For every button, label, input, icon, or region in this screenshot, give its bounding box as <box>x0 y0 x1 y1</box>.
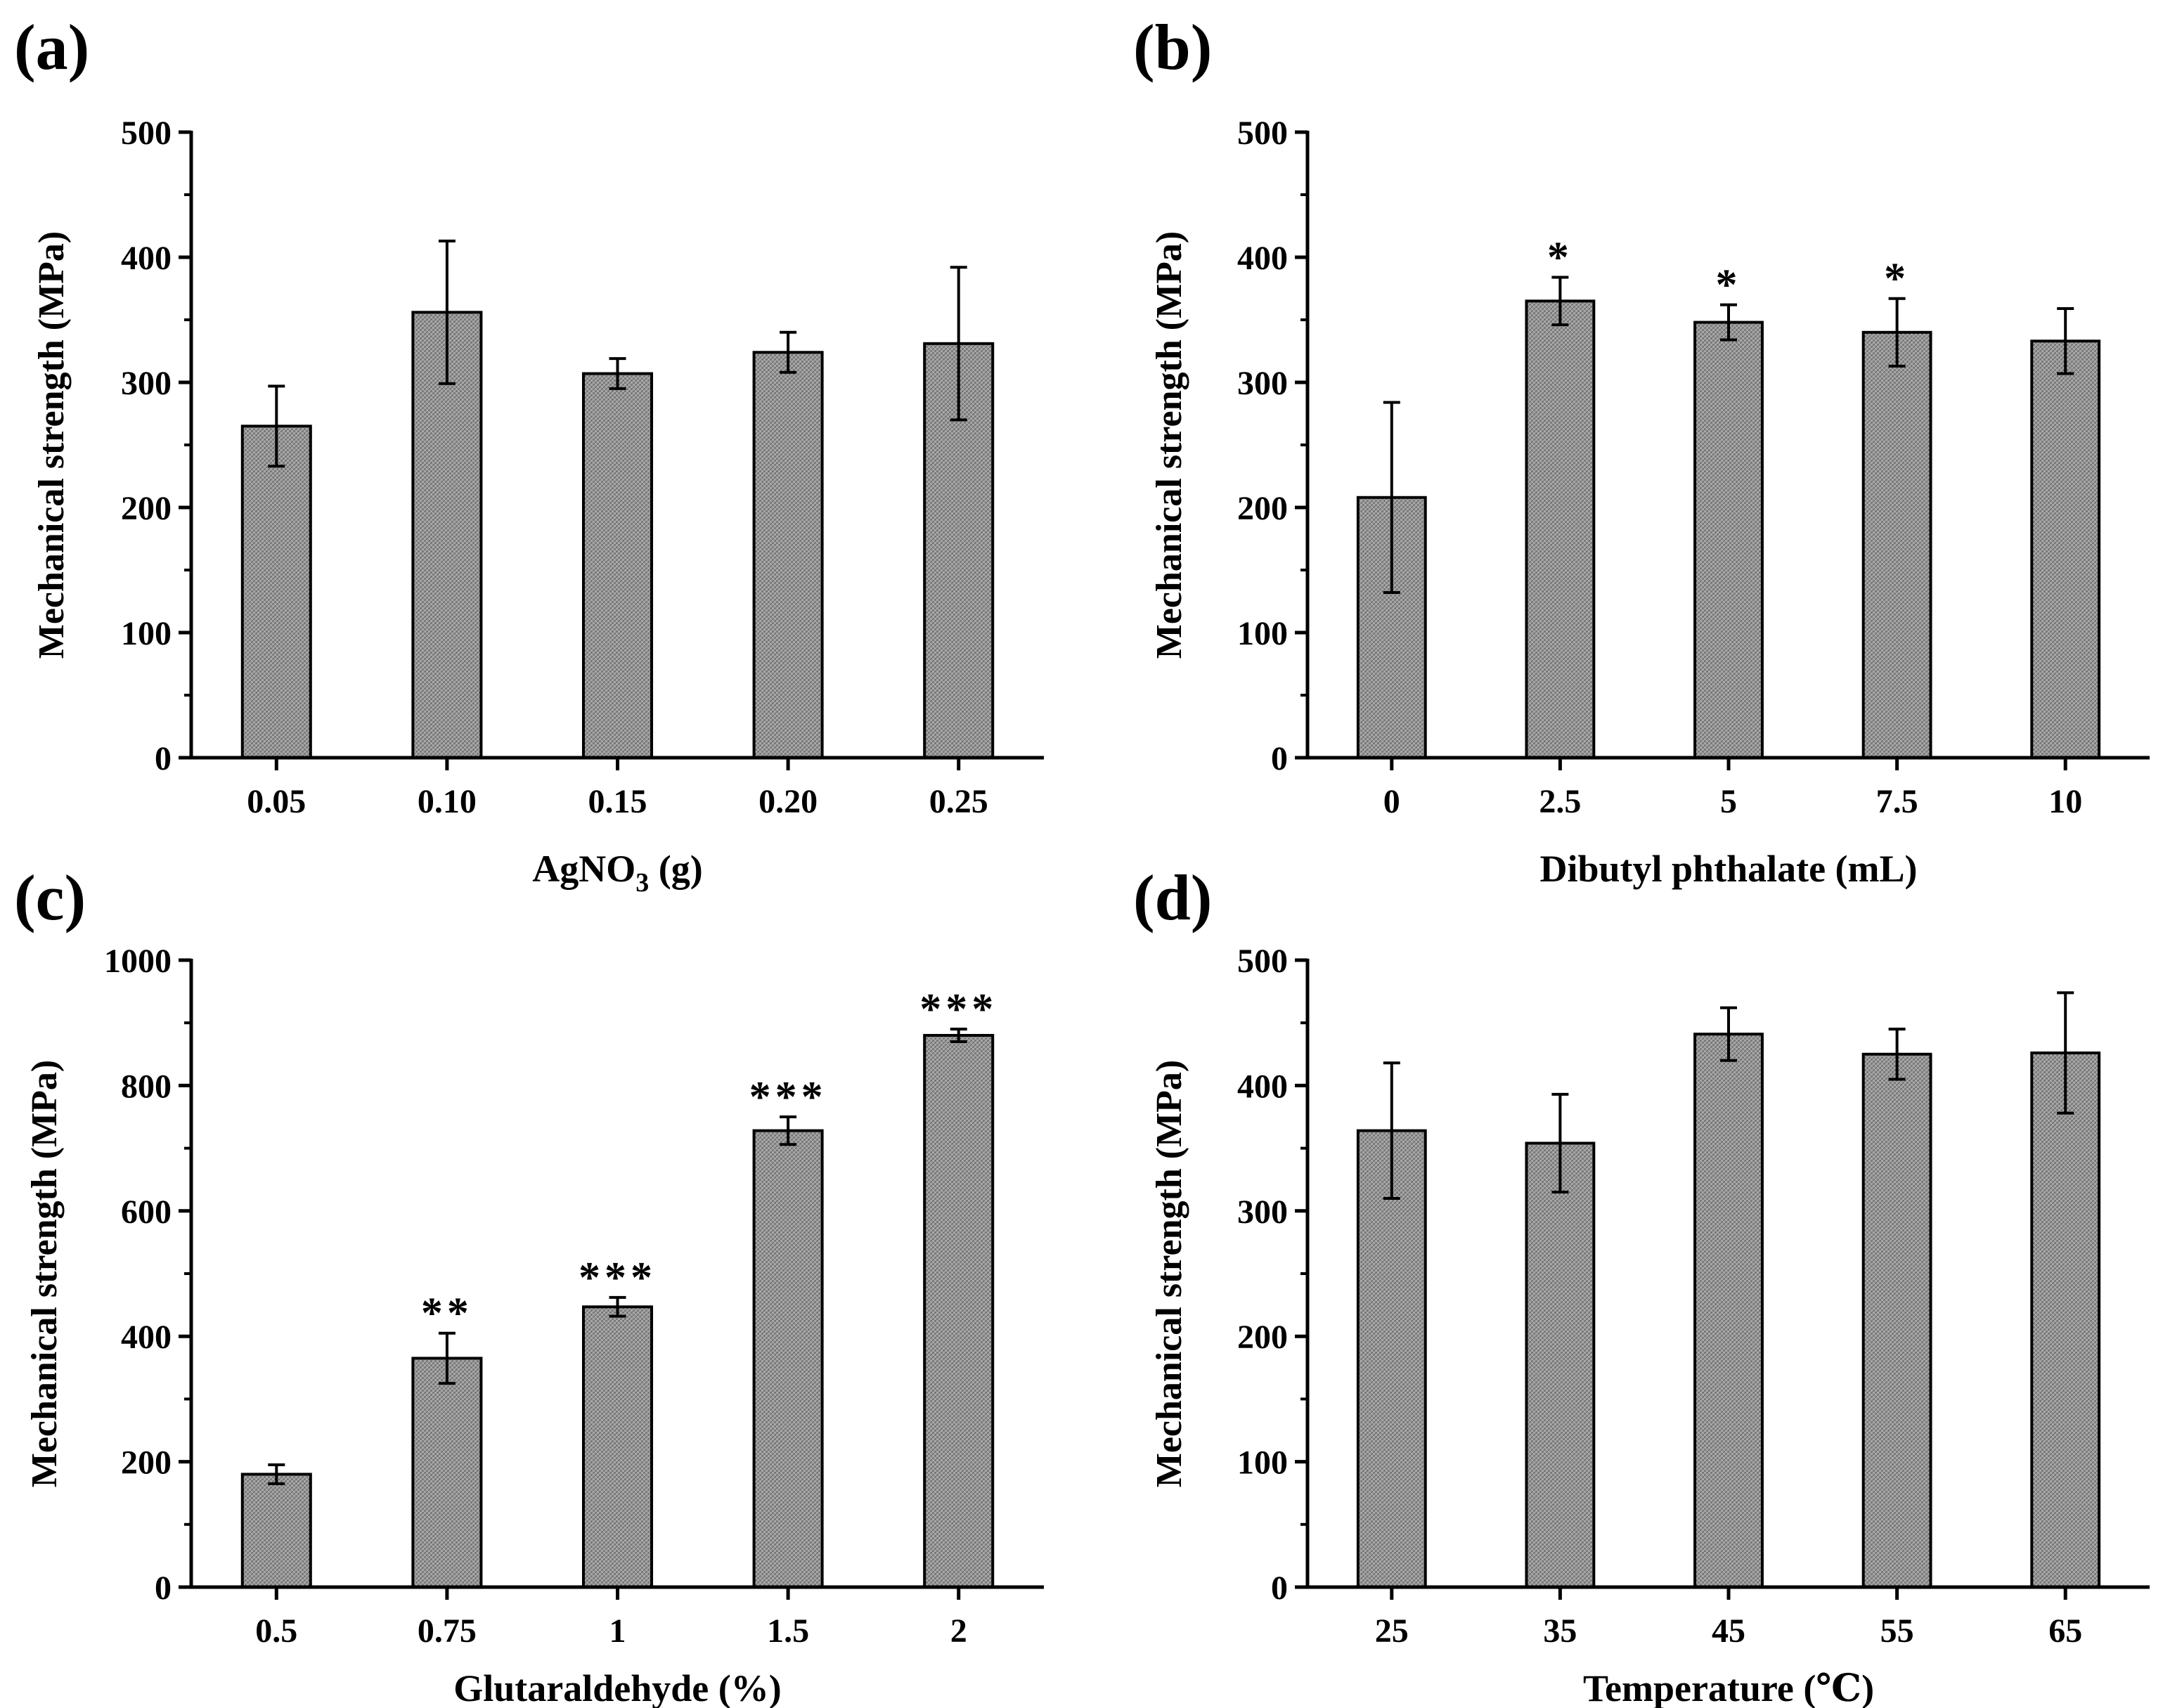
y-tick-label: 400 <box>1237 240 1288 277</box>
y-axis-title: Mechanical strength (MPa) <box>1149 1060 1189 1487</box>
chart-panel-d: (d) 0 100 200 300 400 500 25 35 45 55 65 Mechanical … <box>1133 862 2150 1708</box>
y-tick-label: 0 <box>155 740 172 777</box>
y-tick-label: 1000 <box>104 943 172 980</box>
x-tick-label: 65 <box>2048 1612 2082 1650</box>
significance-marker: *** <box>579 1254 657 1302</box>
y-tick-label: 400 <box>121 240 172 277</box>
x-axis-title-main: Temperature (℃) <box>1583 1667 1874 1708</box>
bar <box>1356 1129 1427 1589</box>
bar <box>581 372 654 759</box>
x-tick-label: 35 <box>1543 1612 1577 1650</box>
y-tick-label: 0 <box>1271 1570 1288 1607</box>
y-tick-label: 100 <box>1237 1444 1288 1482</box>
y-tick-label: 400 <box>1237 1068 1288 1105</box>
chart-panel-a: (a) 0 100 200 300 400 500 0.05 0.10 0.15 0.20 0.25 M… <box>14 11 1044 898</box>
y-tick-label: 200 <box>1237 490 1288 527</box>
x-axis-title: AgNO3 (g) <box>532 848 702 898</box>
y-tick-label: 0 <box>155 1570 172 1607</box>
x-tick-label: 10 <box>2048 783 2082 820</box>
y-axis-title: Mechanical strength (MPa) <box>32 231 72 659</box>
x-tick-label: 2.5 <box>1539 783 1581 820</box>
significance-marker: *** <box>749 1073 827 1121</box>
x-axis-title: Dibutyl phthalate (mL) <box>1539 848 1917 890</box>
panel-label: (d) <box>1133 862 1212 933</box>
y-tick-label: 300 <box>1237 1193 1288 1231</box>
y-tick-label: 300 <box>1237 365 1288 402</box>
significance-marker: * <box>1884 255 1910 303</box>
x-tick-label: 1 <box>609 1612 626 1650</box>
x-axis-title-main: AgNO <box>532 848 635 890</box>
x-axis-title: Glutaraldehyde (%) <box>453 1667 782 1708</box>
y-tick-label: 0 <box>1271 740 1288 777</box>
significance-marker: ** <box>421 1290 473 1338</box>
bar <box>2030 339 2101 759</box>
y-axis-title: Mechanical strength (MPa) <box>25 1060 65 1487</box>
x-axis-title: Temperature (℃) <box>1583 1667 1874 1708</box>
panel-label: (a) <box>14 11 89 83</box>
bar <box>581 1305 654 1589</box>
bar <box>1861 330 1932 759</box>
x-tick-label: 0.10 <box>418 783 477 820</box>
y-tick-label: 200 <box>1237 1319 1288 1356</box>
significance-marker: *** <box>919 985 997 1033</box>
y-tick-label: 200 <box>121 1444 172 1482</box>
x-tick-label: 0.15 <box>588 783 647 820</box>
bar <box>2030 1052 2101 1589</box>
bar <box>752 1129 824 1589</box>
y-tick-label: 100 <box>1237 615 1288 652</box>
x-tick-label: 0.25 <box>929 783 988 820</box>
y-tick-label: 500 <box>1237 943 1288 980</box>
x-tick-label: 0.5 <box>255 1612 297 1650</box>
x-tick-label: 25 <box>1375 1612 1409 1650</box>
bar <box>1693 321 1764 759</box>
x-axis-title-unit: (g) <box>649 848 702 890</box>
chart-panel-b: (b) * * * 0 100 200 300 400 500 0 2.5 5 7.5 10 Mechanic… <box>1133 11 2150 890</box>
bar <box>1693 1033 1764 1589</box>
x-tick-label: 0.75 <box>418 1612 477 1650</box>
x-tick-label: 1.5 <box>767 1612 809 1650</box>
bar <box>240 1473 312 1589</box>
significance-marker: * <box>1547 233 1573 281</box>
x-tick-label: 0.05 <box>247 783 306 820</box>
bar <box>1525 1141 1596 1589</box>
x-tick-label: 2 <box>950 1612 967 1650</box>
y-tick-label: 100 <box>121 615 172 652</box>
y-tick-label: 500 <box>121 115 172 152</box>
x-tick-label: 5 <box>1720 783 1737 820</box>
y-tick-label: 400 <box>121 1319 172 1356</box>
x-tick-label: 0 <box>1383 783 1400 820</box>
y-tick-label: 300 <box>121 365 172 402</box>
panel-label: (b) <box>1133 11 1212 83</box>
x-tick-label: 7.5 <box>1876 783 1918 820</box>
x-tick-label: 55 <box>1880 1612 1914 1650</box>
panel-label: (c) <box>14 862 86 933</box>
x-axis-title-subscript: 3 <box>635 868 649 898</box>
bar <box>411 311 483 759</box>
y-tick-label: 800 <box>121 1068 172 1105</box>
bar <box>411 1357 483 1589</box>
x-tick-label: 45 <box>1712 1612 1745 1650</box>
bar <box>240 425 312 759</box>
y-tick-label: 600 <box>121 1193 172 1231</box>
y-axis-title: Mechanical strength (MPa) <box>1149 231 1189 659</box>
y-tick-label: 200 <box>121 490 172 527</box>
y-tick-label: 500 <box>1237 115 1288 152</box>
bar <box>923 1034 995 1589</box>
bar <box>752 351 824 759</box>
x-tick-label: 0.20 <box>758 783 818 820</box>
x-axis-title-main: Glutaraldehyde (%) <box>453 1667 782 1708</box>
x-axis-title-main: Dibutyl phthalate (mL) <box>1539 848 1917 890</box>
bar <box>1861 1052 1932 1589</box>
significance-marker: * <box>1716 261 1742 309</box>
bar <box>1525 299 1596 759</box>
